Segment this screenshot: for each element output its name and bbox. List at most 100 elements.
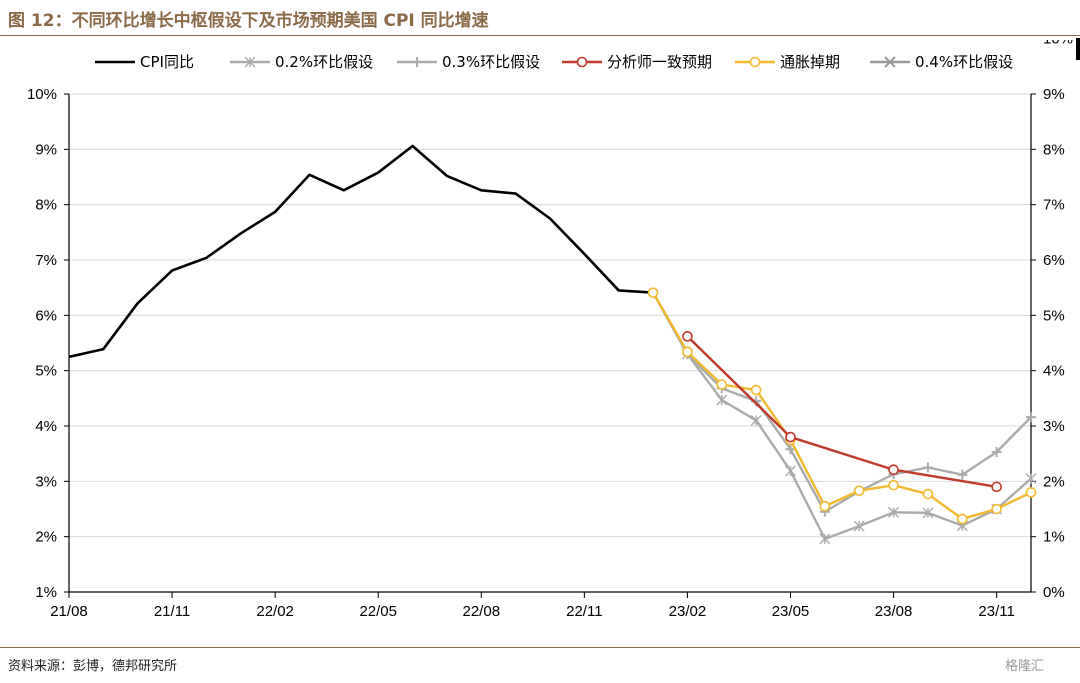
legend-marker (244, 56, 256, 68)
marker-circle (956, 513, 968, 525)
marker-plus (1026, 412, 1036, 423)
legend-item-3: 分析师一致预期 (562, 53, 712, 71)
marker-star (819, 533, 831, 545)
left-tick-label: 3% (35, 473, 57, 490)
marker-plus (957, 469, 968, 480)
left-tick-label: 10% (27, 86, 57, 103)
marker-circle (647, 287, 659, 298)
marker-star (1025, 473, 1037, 485)
marker-circle (785, 431, 796, 443)
marker-circle (682, 346, 693, 358)
marker-circle (991, 481, 1002, 493)
data-point (819, 500, 831, 512)
right-tick-label: 6% (1043, 252, 1065, 269)
x-tick-label: 23/08 (875, 603, 913, 620)
left-tick-label: 7% (35, 252, 57, 269)
legend-label: 0.4%环比假设 (915, 53, 1013, 71)
marker-star (785, 465, 796, 477)
right-tick-label: 0% (1043, 584, 1065, 601)
data-point (922, 488, 934, 500)
left-tick-label: 8% (35, 197, 57, 214)
marker-x (884, 56, 896, 68)
marker-circle (682, 331, 693, 342)
data-point (785, 431, 796, 443)
marker-star (716, 394, 728, 406)
x-tick-label: 23/02 (669, 603, 707, 620)
series-1 (652, 292, 1037, 545)
line-chart: CPI同比 0.2%环比假设 0.3%环比假设 分析师一致预期 通胀掉期 0.4%环比假设… (27, 40, 1073, 620)
series-line (652, 292, 1032, 541)
x-tick-label: 21/08 (50, 603, 88, 620)
left-tick-label: 2% (35, 529, 57, 546)
marker-circle (749, 56, 761, 68)
marker-circle (1025, 487, 1037, 498)
data-point (1026, 412, 1036, 423)
edge-mark (1076, 38, 1080, 60)
x-tick-label: 21/11 (154, 603, 190, 620)
legend-item-4: 通胀掉期 (735, 53, 840, 71)
legend-marker (412, 57, 422, 67)
data-point (716, 394, 728, 406)
marker-plus (785, 444, 796, 455)
data-point (853, 520, 865, 532)
data-point (682, 331, 693, 342)
data-point (922, 507, 934, 519)
legend: CPI同比 0.2%环比假设 0.3%环比假设 分析师一致预期 通胀掉期 0.4%环比假设 (95, 53, 1013, 71)
marker-plus (991, 447, 1002, 458)
series-line (652, 292, 1032, 513)
marker-star (922, 507, 934, 519)
series-line (652, 292, 1032, 521)
legend-marker (884, 56, 896, 68)
data-point (785, 444, 796, 455)
marker-circle (576, 56, 588, 68)
series-line (68, 144, 654, 359)
legend-item-2: 0.3%环比假设 (397, 53, 540, 71)
right-tick-label: 9% (1043, 86, 1065, 103)
marker-plus (922, 462, 933, 473)
right-tick-label: 5% (1043, 307, 1065, 324)
grid-lines (69, 93, 1031, 538)
marker-star (853, 520, 865, 532)
legend-label: 0.3%环比假设 (442, 53, 540, 71)
marker-star (888, 506, 900, 518)
data-point (991, 447, 1002, 458)
legend-item-0: CPI同比 (95, 53, 194, 71)
data-point (682, 346, 693, 358)
source-note: 资料来源：彭博，德邦研究所 (8, 659, 178, 674)
source-divider (0, 647, 1080, 648)
marker-circle (819, 500, 831, 512)
left-tick-label: 1% (35, 584, 57, 601)
data-point (853, 485, 865, 497)
marker-star (750, 414, 762, 426)
left-tick-label: 4% (35, 418, 57, 435)
data-point (1025, 487, 1037, 498)
legend-marker (576, 56, 588, 68)
legend-label: 分析师一致预期 (607, 53, 712, 71)
x-tick-label: 23/05 (772, 603, 810, 620)
chart-title: 图 12：不同环比增长中枢假设下及市场预期美国 CPI 同比增速 (8, 11, 489, 31)
x-tick-label: 22/08 (463, 603, 501, 620)
data-point (750, 384, 762, 396)
series-0 (68, 144, 654, 359)
data-point (957, 469, 968, 480)
data-point (888, 464, 899, 476)
series-4 (647, 287, 1037, 525)
data-point (716, 379, 728, 390)
data-point (922, 462, 933, 473)
x-tick-label: 22/05 (359, 603, 397, 620)
right-tick-label: 7% (1043, 197, 1065, 214)
marker-circle (991, 503, 1002, 515)
marker-circle (888, 479, 899, 491)
legend-label: CPI同比 (140, 53, 194, 71)
marker-circle (716, 379, 728, 390)
marker-circle (750, 384, 762, 396)
right-tick-label: 2% (1043, 473, 1065, 490)
data-point (888, 506, 900, 518)
data-point (647, 287, 659, 298)
data-point (785, 465, 796, 477)
watermark: 格隆汇 (1005, 659, 1045, 674)
left-tick-label: 5% (35, 363, 57, 380)
legend-item-5: 0.4%环比假设 (870, 53, 1013, 71)
data-point (819, 533, 831, 545)
legend-marker (749, 56, 761, 68)
